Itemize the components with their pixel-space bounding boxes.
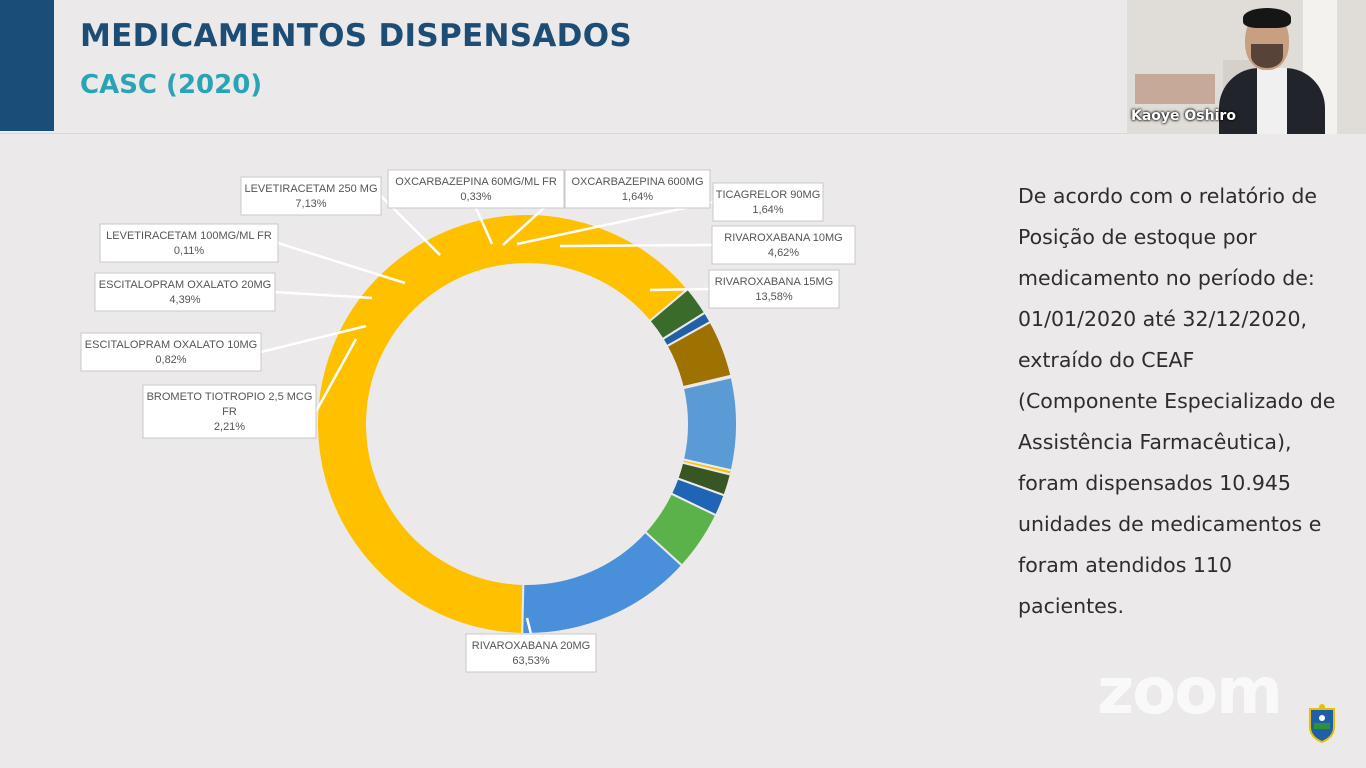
data-label-box	[240, 176, 382, 216]
data-label-box	[711, 225, 856, 265]
data-label-percent: 1,64%	[622, 191, 653, 203]
slide-title: MEDICAMENTOS DISPENSADOS	[80, 18, 632, 54]
description-line: extraído do CEAF	[1018, 348, 1195, 372]
leader-line	[474, 207, 494, 245]
leader-line	[525, 617, 533, 635]
leader-line	[314, 338, 358, 413]
data-label-name: RIVAROXABANA 20MG	[472, 640, 590, 652]
data-label-name: TICAGRELOR 90MG	[716, 189, 821, 201]
description-line: (Componente Especializado de	[1018, 389, 1336, 413]
data-label-box	[142, 384, 317, 439]
participant-video[interactable]: Kaoye Oshiro	[1127, 0, 1366, 134]
participant-beard	[1251, 44, 1283, 68]
leader-line	[559, 243, 713, 248]
data-label-name: ESCITALOPRAM OXALATO 20MG	[99, 279, 271, 291]
data-label-box	[99, 223, 279, 263]
participant-shirt	[1257, 68, 1287, 134]
description-line: medicamento no período de:	[1018, 266, 1315, 290]
data-label-name: BROMETO TIOTROPIO 2,5 MCG	[147, 391, 313, 403]
data-label-box	[708, 269, 840, 309]
data-label-percent: 0,11%	[174, 245, 205, 257]
data-label-percent: 0,33%	[460, 191, 491, 203]
description-text: De acordo com o relatório de Posição de e…	[1018, 176, 1348, 627]
data-label-box	[465, 633, 597, 673]
description-line: De acordo com o relatório de	[1018, 184, 1318, 208]
accent-bar	[0, 0, 54, 131]
data-label-name: OXCARBAZEPINA 60MG/ML FR	[395, 176, 557, 188]
data-label-percent: 13,58%	[755, 291, 793, 303]
leader-line	[260, 324, 367, 354]
zoom-logo: zoom	[1097, 655, 1283, 729]
donut-slice	[521, 530, 684, 635]
donut-slice	[316, 213, 690, 635]
data-label-name: FR	[222, 406, 237, 418]
data-label-percent: 2,21%	[214, 421, 245, 433]
data-label-name: LEVETIRACETAM 250 MG	[244, 183, 377, 195]
description-line: 01/01/2020 até 32/12/2020,	[1018, 307, 1308, 331]
description-line: foram dispensados 10.945	[1018, 471, 1291, 495]
data-label-name: ESCITALOPRAM OXALATO 10MG	[85, 339, 257, 351]
header-band	[54, 0, 1126, 131]
data-label-name: LEVETIRACETAM 100MG/ML FR	[106, 230, 272, 242]
data-label-box	[80, 332, 262, 372]
data-label-percent: 4,39%	[169, 294, 200, 306]
leader-line	[516, 200, 714, 246]
data-label-box	[564, 169, 711, 209]
data-label-percent: 4,62%	[768, 247, 799, 259]
participant-name: Kaoye Oshiro	[1131, 108, 1236, 124]
leader-line	[649, 287, 710, 292]
data-label-name: RIVAROXABANA 15MG	[715, 276, 833, 288]
leader-line	[277, 241, 406, 285]
data-label-name: OXCARBAZEPINA 600MG	[571, 176, 703, 188]
participant-hair	[1243, 8, 1291, 28]
leader-line	[274, 290, 373, 300]
description-line: unidades de medicamentos e	[1018, 512, 1322, 536]
state-emblem-icon	[1309, 704, 1335, 743]
data-label-percent: 0,82%	[155, 354, 186, 366]
data-label-percent: 7,13%	[295, 198, 326, 210]
donut-chart: RIVAROXABANA 20MG 63,53% BROMETO TIOTROPIO…	[80, 169, 856, 673]
description-line: Assistência Farmacêutica),	[1018, 430, 1292, 454]
description-line: foram atendidos 110	[1018, 553, 1233, 577]
data-label-box	[94, 272, 276, 312]
data-label-box	[387, 169, 565, 209]
data-label-name: RIVAROXABANA 10MG	[724, 232, 842, 244]
header-divider	[0, 133, 1366, 134]
data-label-percent: 63,53%	[512, 655, 550, 667]
description-line: pacientes.	[1018, 594, 1124, 618]
data-label-percent: 1,64%	[752, 204, 783, 216]
donut-slice	[681, 375, 738, 472]
slide-subtitle: CASC (2020)	[80, 70, 263, 100]
video-furniture	[1135, 74, 1215, 104]
data-label-box	[712, 182, 824, 222]
description-line: Posição de estoque por	[1018, 225, 1257, 249]
